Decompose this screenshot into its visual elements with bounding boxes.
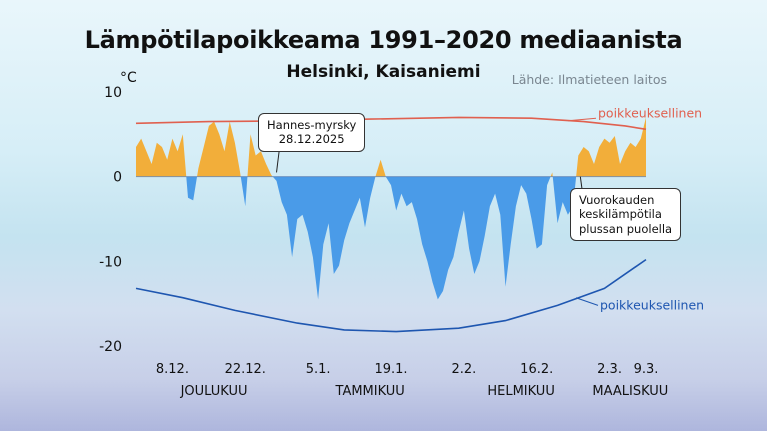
x-tick-label: 16.2. [520,362,553,377]
x-tick-label: 19.1. [374,362,407,377]
month-label: MAALISKUU [592,384,668,399]
lower-threshold-label: poikkeuksellinen [600,297,704,312]
x-tick-label: 2.2. [451,362,476,377]
x-tick-label: 2.3. [597,362,622,377]
callout-hannes-line2: 28.12.2025 [278,132,345,147]
month-label: JOULUKUU [180,384,248,399]
upper-threshold-line [135,116,647,131]
callout-plus-leader [579,176,583,190]
callout-hannes: Hannes-myrsky 28.12.2025 [258,113,366,152]
y-tick-label: 0 [113,170,122,186]
upper-label-leader [567,117,597,122]
y-tick-label: 10 [104,85,122,101]
month-label: TAMMIKUU [335,384,405,399]
y-tick-label: -10 [99,254,122,270]
y-unit-label: °C [120,70,137,86]
lower-threshold-line [135,258,647,333]
month-label: HELMIKUU [487,384,555,399]
x-tick-label: 9.3. [634,362,659,377]
callout-plus-line3: plussan puolella [579,221,673,236]
callout-plus-line2: keskilämpötila [579,207,662,222]
lower-label-leader [575,297,599,306]
chart-title: Lämpötilapoikkeama 1991–2020 mediaanista [84,26,683,54]
anomaly-area-positive [136,117,646,177]
x-tick-label: 22.12. [225,362,266,377]
x-tick-label: 5.1. [306,362,331,377]
source-note: Lähde: Ilmatieteen laitos [511,72,667,87]
callout-plus: Vuorokauden keskilämpötila plussan puole… [570,188,682,242]
y-tick-label: -20 [99,339,122,355]
callout-plus-line1: Vuorokauden [579,193,655,207]
x-tick-label: 8.12. [156,362,189,377]
upper-threshold-label: poikkeuksellinen [598,105,702,120]
callout-hannes-line1: Hannes-myrsky [267,118,357,132]
chart-subtitle: Helsinki, Kaisaniemi [286,62,481,82]
